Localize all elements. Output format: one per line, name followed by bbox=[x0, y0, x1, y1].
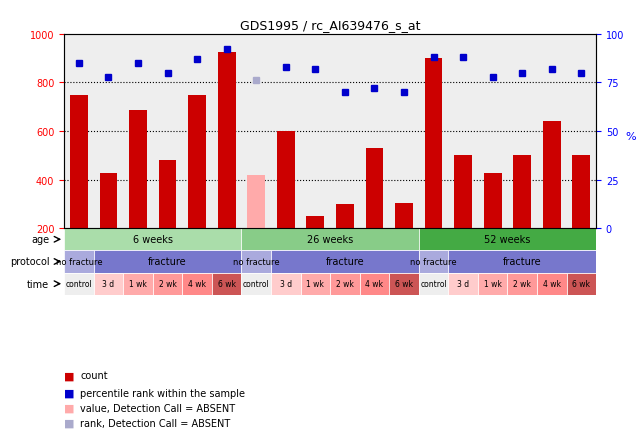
Text: 4 wk: 4 wk bbox=[365, 279, 383, 289]
Bar bbox=[448, 251, 596, 273]
Bar bbox=[419, 229, 596, 251]
Text: value, Detection Call = ABSENT: value, Detection Call = ABSENT bbox=[80, 403, 235, 413]
Text: 3 d: 3 d bbox=[457, 279, 469, 289]
Text: 6 wk: 6 wk bbox=[572, 279, 590, 289]
Text: control: control bbox=[65, 279, 92, 289]
Text: 2 wk: 2 wk bbox=[513, 279, 531, 289]
Bar bbox=[218, 53, 235, 229]
Text: control: control bbox=[420, 279, 447, 289]
Bar bbox=[64, 229, 242, 251]
Text: 2 wk: 2 wk bbox=[336, 279, 354, 289]
Bar bbox=[188, 95, 206, 229]
Text: 2 wk: 2 wk bbox=[158, 279, 176, 289]
Bar bbox=[336, 204, 354, 229]
Bar bbox=[543, 122, 561, 229]
Bar bbox=[395, 203, 413, 229]
Bar bbox=[99, 174, 117, 229]
Bar bbox=[94, 251, 242, 273]
Text: 6 wk: 6 wk bbox=[218, 279, 236, 289]
Bar bbox=[389, 273, 419, 295]
Text: ■: ■ bbox=[64, 371, 74, 380]
Bar bbox=[129, 111, 147, 229]
Bar bbox=[484, 174, 501, 229]
Text: fracture: fracture bbox=[148, 257, 187, 267]
Bar bbox=[247, 175, 265, 229]
Bar bbox=[508, 273, 537, 295]
Bar bbox=[425, 59, 442, 229]
Bar bbox=[271, 251, 419, 273]
Text: ■: ■ bbox=[64, 418, 74, 428]
Text: 3 d: 3 d bbox=[279, 279, 292, 289]
Text: 4 wk: 4 wk bbox=[543, 279, 561, 289]
Text: percentile rank within the sample: percentile rank within the sample bbox=[80, 388, 245, 398]
Bar bbox=[182, 273, 212, 295]
Bar bbox=[123, 273, 153, 295]
Bar bbox=[271, 273, 301, 295]
Bar bbox=[454, 156, 472, 229]
Text: no fracture: no fracture bbox=[410, 257, 457, 266]
Text: ■: ■ bbox=[64, 403, 74, 413]
Text: 52 weeks: 52 weeks bbox=[484, 235, 531, 245]
Bar bbox=[360, 273, 389, 295]
Text: control: control bbox=[243, 279, 270, 289]
Text: protocol: protocol bbox=[10, 257, 49, 267]
Bar bbox=[513, 156, 531, 229]
Text: 6 weeks: 6 weeks bbox=[133, 235, 173, 245]
Bar bbox=[537, 273, 567, 295]
Bar bbox=[448, 273, 478, 295]
Text: no fracture: no fracture bbox=[56, 257, 102, 266]
Bar bbox=[153, 273, 182, 295]
Bar bbox=[64, 251, 94, 273]
Text: no fracture: no fracture bbox=[233, 257, 279, 266]
Text: count: count bbox=[80, 371, 108, 380]
Bar bbox=[567, 273, 596, 295]
Text: 26 weeks: 26 weeks bbox=[307, 235, 353, 245]
Text: 1 wk: 1 wk bbox=[306, 279, 324, 289]
Bar bbox=[478, 273, 508, 295]
Bar bbox=[70, 95, 88, 229]
Text: fracture: fracture bbox=[503, 257, 542, 267]
Text: ■: ■ bbox=[64, 388, 74, 398]
Bar bbox=[94, 273, 123, 295]
Bar bbox=[419, 251, 448, 273]
Bar bbox=[212, 273, 242, 295]
Title: GDS1995 / rc_AI639476_s_at: GDS1995 / rc_AI639476_s_at bbox=[240, 19, 420, 32]
Bar bbox=[242, 273, 271, 295]
Bar bbox=[301, 273, 330, 295]
Text: rank, Detection Call = ABSENT: rank, Detection Call = ABSENT bbox=[80, 418, 230, 428]
Bar bbox=[242, 229, 419, 251]
Text: time: time bbox=[27, 279, 49, 289]
Bar bbox=[330, 273, 360, 295]
Text: 1 wk: 1 wk bbox=[129, 279, 147, 289]
Bar bbox=[277, 132, 295, 229]
Bar bbox=[242, 251, 271, 273]
Bar bbox=[159, 161, 176, 229]
Text: age: age bbox=[31, 235, 49, 245]
Text: fracture: fracture bbox=[326, 257, 364, 267]
Y-axis label: %: % bbox=[626, 132, 637, 141]
Bar bbox=[419, 273, 448, 295]
Bar bbox=[572, 156, 590, 229]
Bar bbox=[306, 217, 324, 229]
Text: 6 wk: 6 wk bbox=[395, 279, 413, 289]
Bar bbox=[365, 148, 383, 229]
Text: 4 wk: 4 wk bbox=[188, 279, 206, 289]
Bar bbox=[64, 273, 94, 295]
Text: 3 d: 3 d bbox=[103, 279, 115, 289]
Text: 1 wk: 1 wk bbox=[484, 279, 502, 289]
